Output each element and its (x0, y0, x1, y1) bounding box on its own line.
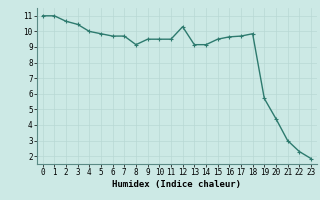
X-axis label: Humidex (Indice chaleur): Humidex (Indice chaleur) (112, 180, 241, 189)
